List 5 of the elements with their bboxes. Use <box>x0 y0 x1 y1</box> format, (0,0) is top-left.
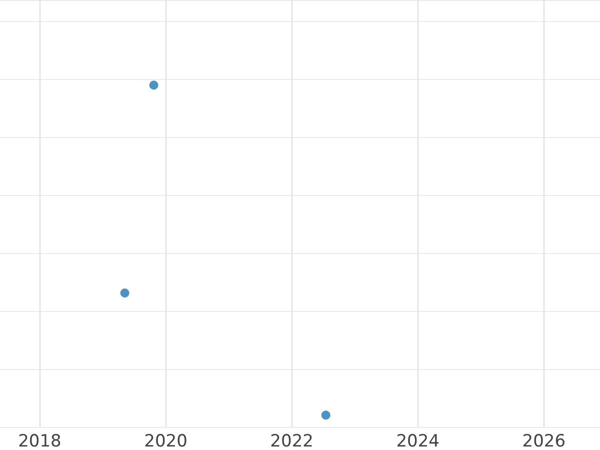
x-tick-label: 2020 <box>144 432 188 450</box>
x-tick-label: 2018 <box>18 432 62 450</box>
x-tick-label: 2024 <box>396 432 440 450</box>
x-tick-label: 2026 <box>522 432 566 450</box>
x-tick-label: 2022 <box>270 432 314 450</box>
